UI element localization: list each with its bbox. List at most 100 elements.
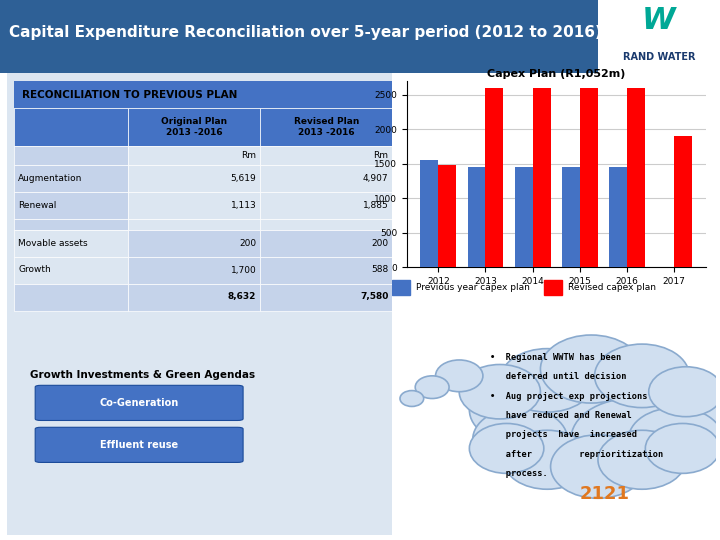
FancyBboxPatch shape [128, 230, 260, 256]
Circle shape [459, 364, 541, 419]
Text: Original Plan
2013 -2016: Original Plan 2013 -2016 [161, 117, 227, 137]
FancyBboxPatch shape [14, 108, 128, 146]
Text: 588: 588 [372, 266, 389, 274]
Circle shape [571, 362, 693, 444]
Circle shape [500, 353, 649, 453]
Text: 7,580: 7,580 [360, 293, 389, 301]
Circle shape [469, 423, 544, 474]
FancyBboxPatch shape [260, 256, 392, 284]
Text: 8,632: 8,632 [228, 293, 256, 301]
FancyBboxPatch shape [14, 356, 392, 470]
Bar [420, 160, 438, 267]
FancyBboxPatch shape [260, 219, 392, 230]
Text: 1,885: 1,885 [363, 201, 389, 210]
FancyBboxPatch shape [35, 386, 243, 421]
FancyBboxPatch shape [260, 192, 392, 219]
Bar [544, 280, 562, 295]
Circle shape [513, 399, 635, 480]
Bar [438, 165, 456, 267]
FancyBboxPatch shape [128, 256, 260, 284]
Title: Capex Plan (R1,052m): Capex Plan (R1,052m) [487, 69, 626, 79]
FancyBboxPatch shape [14, 230, 128, 256]
Text: Capital Expenditure Reconciliation over 5-year period (2012 to 2016): Capital Expenditure Reconciliation over … [9, 25, 602, 40]
Text: Growth: Growth [18, 266, 51, 274]
Circle shape [629, 378, 720, 442]
Bar [562, 167, 580, 267]
FancyBboxPatch shape [260, 165, 392, 192]
FancyBboxPatch shape [128, 192, 260, 219]
Text: Movable assets: Movable assets [18, 239, 88, 247]
Text: 1,700: 1,700 [230, 266, 256, 274]
Text: Renewal: Renewal [18, 201, 57, 210]
FancyBboxPatch shape [7, 73, 392, 535]
FancyBboxPatch shape [128, 284, 260, 310]
FancyBboxPatch shape [260, 108, 392, 146]
FancyBboxPatch shape [0, 0, 598, 73]
Circle shape [571, 399, 693, 480]
Circle shape [595, 344, 689, 408]
Text: Previous year capex plan: Previous year capex plan [416, 283, 530, 292]
FancyBboxPatch shape [260, 230, 392, 256]
Circle shape [645, 423, 720, 474]
FancyBboxPatch shape [14, 165, 128, 192]
FancyBboxPatch shape [14, 256, 128, 284]
Circle shape [436, 360, 483, 392]
Text: W: W [642, 6, 675, 35]
FancyBboxPatch shape [14, 284, 128, 310]
Text: Augmentation: Augmentation [18, 174, 83, 183]
Text: deferred until decision: deferred until decision [490, 373, 626, 381]
Circle shape [649, 367, 720, 417]
Circle shape [473, 408, 567, 471]
Circle shape [629, 408, 720, 471]
Circle shape [500, 349, 595, 412]
FancyBboxPatch shape [128, 165, 260, 192]
Text: 4,907: 4,907 [363, 174, 389, 183]
Circle shape [415, 376, 449, 399]
Bar [467, 167, 485, 267]
Text: •  Aug project exp projections: • Aug project exp projections [490, 392, 647, 401]
Text: Rm: Rm [241, 151, 256, 160]
Text: projects  have  increased: projects have increased [490, 430, 636, 439]
FancyBboxPatch shape [35, 427, 243, 462]
Text: Revised Plan
2013 -2016: Revised Plan 2013 -2016 [294, 117, 359, 137]
Circle shape [400, 390, 423, 407]
Circle shape [541, 335, 642, 403]
Circle shape [598, 430, 686, 489]
Bar [515, 167, 533, 267]
Circle shape [503, 430, 591, 489]
Circle shape [551, 435, 645, 498]
Text: 5,619: 5,619 [230, 174, 256, 183]
Text: 200: 200 [239, 239, 256, 247]
FancyBboxPatch shape [14, 81, 392, 108]
Text: process.: process. [490, 469, 547, 478]
Bar [533, 88, 551, 267]
Text: Rm: Rm [374, 151, 389, 160]
Bar [674, 136, 692, 267]
Text: 2121: 2121 [580, 485, 630, 503]
FancyBboxPatch shape [14, 219, 128, 230]
Text: •  Regional WWTW has been: • Regional WWTW has been [490, 353, 621, 362]
Text: Co-Generation: Co-Generation [99, 398, 179, 408]
Bar [609, 167, 627, 267]
Text: after         reprioritization: after reprioritization [490, 449, 663, 458]
FancyBboxPatch shape [260, 284, 392, 310]
Bar [580, 88, 598, 267]
FancyBboxPatch shape [260, 146, 392, 165]
Bar [627, 88, 645, 267]
Text: RECONCILIATION TO PREVIOUS PLAN: RECONCILIATION TO PREVIOUS PLAN [22, 90, 238, 99]
Bar [392, 280, 410, 295]
FancyBboxPatch shape [14, 192, 128, 219]
FancyBboxPatch shape [128, 146, 260, 165]
Text: have reduced and Renewal: have reduced and Renewal [490, 411, 631, 420]
Circle shape [469, 376, 571, 444]
Text: RAND WATER: RAND WATER [623, 52, 695, 62]
Text: Revised capex plan: Revised capex plan [568, 283, 656, 292]
Bar [485, 88, 503, 267]
Text: Growth Investments & Green Agendas: Growth Investments & Green Agendas [30, 369, 255, 380]
Text: 200: 200 [372, 239, 389, 247]
FancyBboxPatch shape [128, 108, 260, 146]
Text: Effluent reuse: Effluent reuse [100, 440, 179, 450]
FancyBboxPatch shape [14, 146, 128, 165]
FancyBboxPatch shape [128, 219, 260, 230]
Text: 1,113: 1,113 [230, 201, 256, 210]
